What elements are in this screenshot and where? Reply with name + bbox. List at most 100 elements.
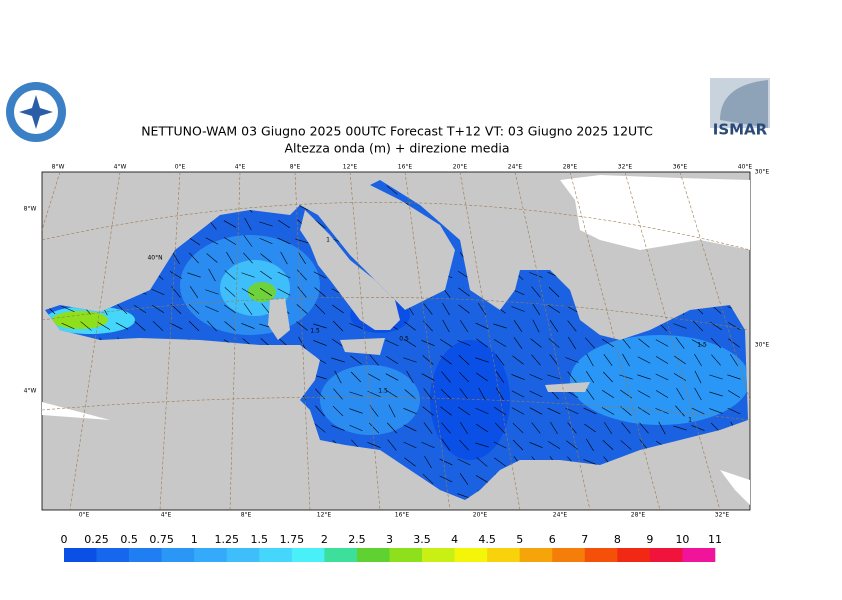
colorbar-label: 1.5	[251, 533, 269, 546]
direction-arrow	[691, 339, 705, 347]
direction-arrow	[637, 406, 651, 416]
direction-arrow	[459, 473, 469, 485]
direction-arrow	[676, 387, 684, 401]
direction-arrow	[332, 320, 344, 332]
direction-arrow	[727, 390, 741, 398]
contour-label: 1.5	[310, 328, 320, 335]
direction-arrow	[637, 390, 651, 398]
direction-arrow	[441, 439, 451, 451]
colorbar-swatch	[324, 548, 358, 562]
direction-arrow	[439, 458, 453, 466]
direction-arrow	[387, 439, 397, 451]
direction-arrow	[422, 355, 434, 365]
lon-label: 40°E	[738, 164, 753, 171]
direction-arrow	[223, 220, 237, 228]
direction-arrow	[548, 338, 560, 348]
direction-arrow	[603, 371, 613, 383]
lon-label: 0°E	[175, 164, 186, 171]
direction-arrow	[403, 408, 417, 414]
direction-arrow	[61, 322, 75, 330]
colorbar-label: 10	[675, 533, 689, 546]
lon-label: 24°E	[508, 164, 523, 171]
direction-arrow	[424, 455, 432, 469]
direction-arrow	[314, 303, 326, 315]
direction-arrow	[475, 407, 489, 415]
direction-arrow	[331, 338, 345, 348]
direction-arrow	[529, 390, 543, 398]
direction-arrow	[475, 442, 489, 448]
lat-label: 40°N	[147, 255, 162, 262]
direction-arrow	[637, 356, 651, 364]
direction-arrow	[694, 387, 702, 401]
colorbar-label: 2	[321, 533, 328, 546]
colorbar-swatch	[226, 548, 260, 562]
colorbar-swatch	[161, 548, 195, 562]
lon-label: 32°E	[618, 164, 633, 171]
direction-arrow	[675, 405, 685, 417]
direction-arrow	[331, 425, 345, 431]
direction-arrow	[278, 219, 290, 229]
colorbar-swatch	[291, 548, 325, 562]
direction-arrow	[619, 374, 633, 380]
direction-arrow	[208, 268, 216, 282]
direction-arrow	[655, 356, 669, 364]
direction-arrow	[277, 271, 291, 279]
direction-arrow	[188, 303, 200, 315]
title: NETTUNO-WAM 03 Giugno 2025 00UTC Forecas…	[141, 124, 653, 139]
direction-arrow	[385, 373, 399, 381]
direction-arrow	[637, 374, 651, 380]
direction-arrow	[476, 338, 488, 348]
direction-arrow	[691, 407, 705, 415]
direction-arrow	[298, 251, 306, 265]
colorbar-label: 9	[646, 533, 653, 546]
lat-label: 8°W	[24, 206, 37, 213]
direction-arrow	[727, 322, 741, 330]
direction-arrow	[134, 321, 146, 331]
direction-arrow	[441, 371, 451, 383]
direction-arrow	[709, 374, 723, 380]
lat-label: 30°E	[755, 342, 770, 349]
direction-arrow	[511, 390, 525, 398]
direction-arrow	[313, 340, 327, 346]
lon-label: 16°E	[395, 512, 410, 519]
direction-arrow	[495, 354, 505, 366]
direction-arrow	[457, 458, 471, 466]
direction-arrow	[259, 287, 273, 297]
direction-arrow	[565, 357, 579, 363]
direction-arrow	[388, 404, 396, 418]
direction-arrow	[475, 423, 489, 433]
direction-arrow	[187, 236, 201, 246]
direction-arrow	[297, 269, 307, 281]
direction-arrow	[224, 321, 236, 331]
direction-arrow	[189, 252, 199, 264]
direction-arrow	[513, 320, 523, 332]
lon-label: 32°E	[715, 512, 730, 519]
colorbar-swatch	[584, 548, 618, 562]
direction-arrow	[223, 237, 237, 245]
direction-arrow	[369, 354, 379, 366]
colorbar-label: 0.5	[120, 533, 138, 546]
direction-arrow	[152, 320, 164, 332]
direction-arrow	[224, 287, 236, 297]
logo-right: ISMAR	[710, 78, 770, 139]
direction-arrow	[694, 370, 702, 384]
direction-arrow	[512, 355, 524, 365]
direction-arrow	[367, 442, 381, 448]
direction-arrow	[457, 340, 471, 346]
lon-label: 12°E	[317, 512, 332, 519]
direction-arrow	[386, 185, 398, 195]
direction-arrow	[260, 253, 272, 263]
direction-arrow	[207, 320, 217, 332]
logo-text: ISMAR	[713, 121, 768, 139]
colorbar-label: 2.5	[348, 533, 366, 546]
direction-arrow	[585, 370, 595, 384]
contour-label: 1.5	[697, 342, 707, 349]
direction-arrow	[314, 219, 326, 229]
colorbar-swatch	[129, 548, 162, 562]
direction-arrow	[547, 407, 561, 415]
direction-arrow	[512, 439, 524, 451]
direction-arrow	[457, 493, 471, 499]
direction-arrow	[244, 217, 252, 231]
direction-arrow	[296, 304, 308, 314]
direction-arrow	[567, 371, 577, 383]
